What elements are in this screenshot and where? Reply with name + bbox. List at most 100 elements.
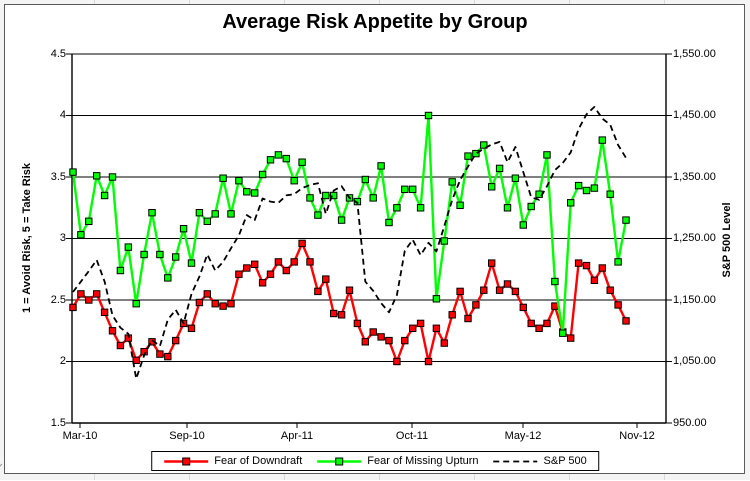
series-marker-fear-of-downdraft — [345, 286, 354, 294]
series-marker-fear-of-missing-upturn — [527, 202, 535, 211]
series-marker-fear-of-downdraft — [132, 356, 140, 365]
series-marker-fear-of-missing-upturn — [393, 204, 401, 212]
series-marker-fear-of-missing-upturn — [235, 177, 243, 185]
series-marker-fear-of-missing-upturn — [598, 136, 606, 144]
series-marker-fear-of-missing-upturn — [251, 189, 259, 197]
series-marker-fear-of-downdraft — [258, 279, 267, 287]
left-axis-tick-label: 1.5 — [50, 416, 66, 429]
series-marker-fear-of-downdraft — [511, 287, 520, 296]
series-marker-fear-of-downdraft — [290, 258, 298, 266]
series-marker-fear-of-missing-upturn — [582, 186, 591, 195]
series-marker-fear-of-missing-upturn — [480, 141, 488, 149]
series-marker-fear-of-missing-upturn — [574, 181, 583, 190]
series-marker-fear-of-downdraft — [274, 258, 283, 266]
series-marker-fear-of-missing-upturn — [519, 221, 527, 229]
series-marker-fear-of-downdraft — [322, 275, 330, 283]
series-marker-fear-of-downdraft — [614, 301, 622, 309]
series-marker-fear-of-missing-upturn — [282, 154, 291, 163]
series-marker-fear-of-missing-upturn — [156, 250, 164, 259]
legend-item-fear-of-missing-upturn: Fear of Missing Upturn — [316, 455, 479, 467]
series-marker-fear-of-downdraft — [543, 319, 551, 328]
legend-swatch-fear-of-downdraft — [164, 457, 209, 465]
series-marker-fear-of-missing-upturn — [472, 149, 480, 158]
series-marker-fear-of-missing-upturn — [432, 295, 441, 303]
left-axis-tick-label: 4.5 — [50, 47, 66, 60]
series-marker-fear-of-missing-upturn — [330, 191, 338, 200]
legend-label-fear-of-missing-upturn: Fear of Missing Upturn — [367, 455, 479, 467]
series-marker-fear-of-missing-upturn — [298, 158, 306, 166]
left-axis-tick-label: 3.5 — [50, 170, 66, 183]
series-marker-fear-of-missing-upturn — [116, 266, 125, 275]
series-marker-fear-of-downdraft — [219, 302, 227, 310]
right-axis-tick-label: 950.00 — [673, 416, 707, 429]
series-marker-fear-of-missing-upturn — [337, 216, 346, 224]
series-marker-fear-of-downdraft — [77, 290, 85, 298]
series-marker-fear-of-downdraft — [361, 338, 370, 346]
series-marker-fear-of-missing-upturn — [148, 209, 156, 217]
legend-label-s-p-500: S&P 500 — [543, 455, 587, 467]
series-marker-fear-of-missing-upturn — [314, 211, 322, 219]
series-marker-fear-of-downdraft — [243, 264, 251, 272]
series-marker-fear-of-downdraft — [85, 296, 93, 304]
left-axis-tick-label: 2.5 — [50, 293, 66, 306]
series-marker-fear-of-downdraft — [598, 264, 606, 272]
series-marker-fear-of-downdraft — [535, 324, 543, 333]
series-marker-fear-of-downdraft — [480, 286, 488, 294]
series-marker-fear-of-downdraft — [448, 311, 456, 319]
series-marker-fear-of-missing-upturn — [377, 162, 385, 170]
series-marker-fear-of-missing-upturn — [306, 194, 314, 202]
series-marker-fear-of-downdraft — [409, 324, 417, 333]
series-marker-fear-of-downdraft — [416, 319, 425, 328]
series-marker-fear-of-downdraft — [172, 336, 180, 345]
series-marker-fear-of-missing-upturn — [179, 225, 188, 233]
series-marker-fear-of-missing-upturn — [266, 156, 275, 164]
series-marker-fear-of-missing-upturn — [543, 151, 551, 159]
series-marker-fear-of-downdraft — [227, 300, 235, 308]
series-marker-fear-of-missing-upturn — [211, 210, 219, 218]
series-marker-fear-of-missing-upturn — [590, 184, 599, 192]
series-marker-fear-of-downdraft — [330, 309, 338, 318]
series-marker-fear-of-downdraft — [369, 328, 377, 336]
series-marker-fear-of-missing-upturn — [93, 172, 101, 180]
series-marker-fear-of-downdraft — [503, 280, 512, 288]
series-marker-fear-of-missing-upturn — [140, 250, 148, 259]
series-marker-fear-of-missing-upturn — [559, 329, 567, 337]
series-marker-fear-of-downdraft — [606, 286, 614, 294]
series-marker-fear-of-downdraft — [93, 290, 101, 298]
series-marker-fear-of-missing-upturn — [69, 168, 77, 176]
series-marker-fear-of-downdraft — [464, 314, 472, 323]
left-axis-tick-label: 3 — [59, 232, 66, 244]
series-marker-fear-of-downdraft — [108, 327, 117, 335]
series-marker-fear-of-missing-upturn — [488, 183, 496, 191]
x-axis-tick-label: Mar-10 — [62, 430, 98, 442]
series-marker-fear-of-downdraft — [456, 287, 464, 296]
chart-title: Average Risk Appetite by Group — [222, 11, 528, 33]
series-marker-fear-of-downdraft — [440, 339, 449, 347]
right-axis-tick-label: 1,450.00 — [673, 109, 716, 121]
legend: Fear of Downdraft Fear of Missing Upturn S… — [151, 451, 599, 471]
series-marker-fear-of-downdraft — [495, 286, 504, 294]
series-marker-fear-of-downdraft — [488, 259, 496, 267]
series-marker-fear-of-missing-upturn — [187, 259, 196, 267]
legend-item-s-p-500: S&P 500 — [493, 455, 587, 467]
series-marker-fear-of-missing-upturn — [361, 175, 370, 184]
series-marker-fear-of-missing-upturn — [227, 210, 235, 218]
series-marker-fear-of-downdraft — [353, 319, 362, 328]
series-marker-fear-of-downdraft — [164, 352, 172, 361]
series-marker-fear-of-missing-upturn — [503, 204, 512, 212]
series-marker-fear-of-missing-upturn — [409, 185, 417, 194]
series-marker-fear-of-downdraft — [100, 308, 109, 317]
series-marker-fear-of-missing-upturn — [567, 199, 575, 207]
series-marker-fear-of-missing-upturn — [108, 173, 117, 181]
series-marker-fear-of-missing-upturn — [132, 300, 140, 308]
series-marker-fear-of-missing-upturn — [369, 194, 377, 202]
series-marker-fear-of-downdraft — [622, 317, 630, 325]
series-marker-fear-of-downdraft — [519, 303, 527, 312]
left-axis-tick-label: 2 — [59, 355, 66, 367]
series-marker-fear-of-missing-upturn — [172, 253, 180, 261]
series-marker-fear-of-downdraft — [314, 287, 322, 296]
series-marker-fear-of-downdraft — [156, 350, 164, 358]
series-marker-fear-of-missing-upturn — [606, 190, 614, 198]
series-marker-fear-of-downdraft — [385, 336, 393, 345]
right-axis-tick-label: 1,250.00 — [673, 232, 716, 244]
